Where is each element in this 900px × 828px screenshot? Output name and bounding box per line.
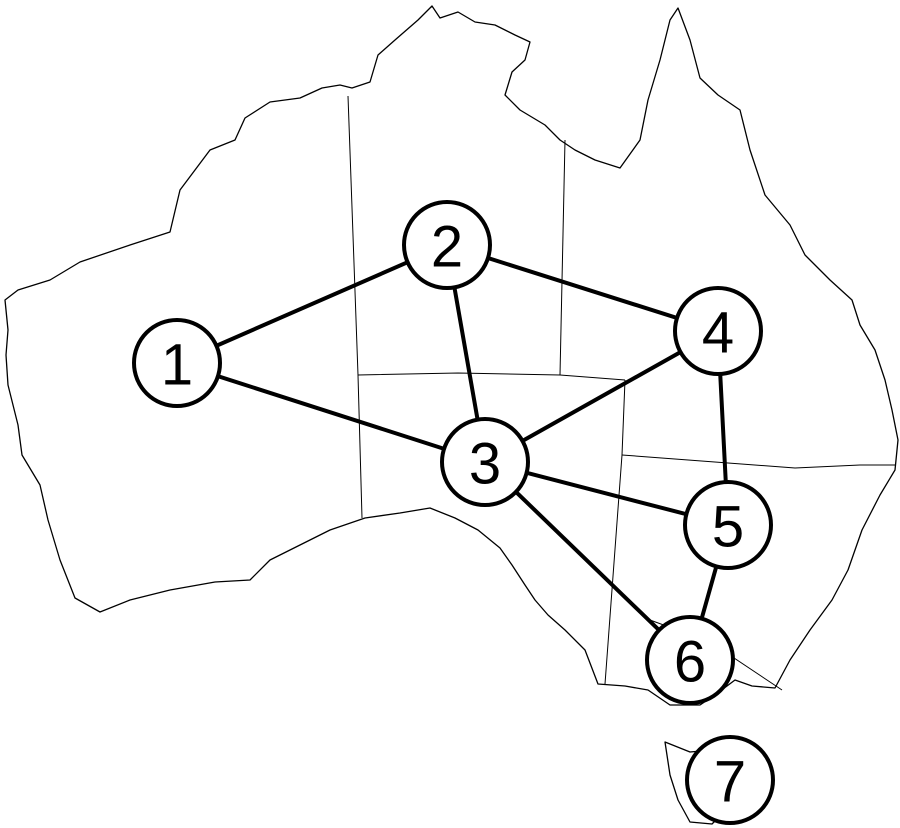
node-6: 6 <box>645 615 735 705</box>
state-borders <box>347 95 896 691</box>
node-circle <box>683 480 773 570</box>
node-circle <box>132 318 222 408</box>
node-label: 6 <box>674 630 706 695</box>
node-1: 1 <box>132 318 222 408</box>
node-circle <box>673 286 763 376</box>
node-label: 2 <box>431 215 463 280</box>
node-2: 2 <box>402 200 492 290</box>
node-label: 5 <box>712 495 744 560</box>
edge-1-2 <box>175 243 449 365</box>
border-qld-nsw <box>621 454 896 469</box>
node-3: 3 <box>440 417 530 507</box>
node-circle <box>685 735 775 825</box>
edge-2-4 <box>445 243 720 333</box>
node-4: 4 <box>673 286 763 376</box>
node-5: 5 <box>683 480 773 570</box>
node-circle <box>645 615 735 705</box>
mainland-outline <box>4 5 899 706</box>
node-circle <box>402 200 492 290</box>
node-7: 7 <box>685 735 775 825</box>
node-label: 3 <box>469 432 501 497</box>
node-label: 1 <box>161 333 193 398</box>
edge-1-3 <box>175 361 487 464</box>
nodes: 1 2 3 4 5 67 <box>132 200 775 825</box>
border-nt-sa <box>357 372 626 381</box>
node-circle <box>440 417 530 507</box>
node-label: 4 <box>702 301 734 366</box>
border-nt-qld <box>559 139 566 376</box>
node-label: 7 <box>714 750 746 815</box>
edge-3-6 <box>483 460 692 662</box>
